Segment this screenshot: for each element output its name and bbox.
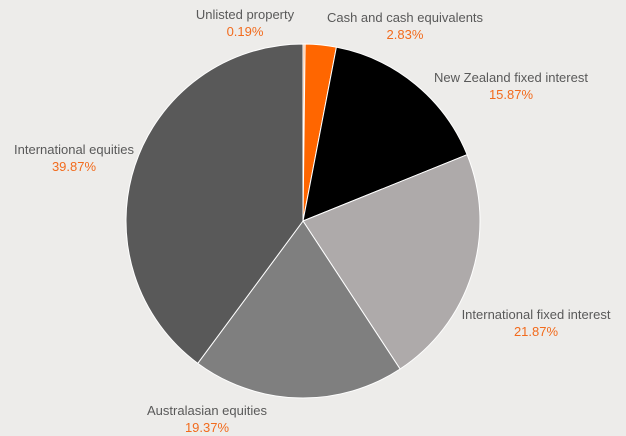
slice-label: Australasian equities 19.37% xyxy=(147,402,267,436)
slice-label-name: International equities xyxy=(14,142,134,157)
slice-label: New Zealand fixed interest 15.87% xyxy=(434,69,588,103)
pie-slice-international-fixed-interest xyxy=(302,154,481,370)
slice-label-name: International fixed interest xyxy=(461,307,611,322)
pie-slice-australasian-equities xyxy=(197,220,401,399)
slice-label-name: Australasian equities xyxy=(147,403,267,418)
slice-label: International equities 39.87% xyxy=(14,141,134,175)
slice-label-percent: 21.87% xyxy=(513,324,559,339)
slice-label-name: Cash and cash equivalents xyxy=(326,10,484,25)
slice-label-name: Unlisted property xyxy=(195,7,295,22)
slice-label-percent: 0.19% xyxy=(226,24,264,39)
slice-label-percent: 2.83% xyxy=(386,27,424,42)
pie-slice-new-zealand-fixed-interest xyxy=(302,46,468,222)
slice-label: International fixed interest 21.87% xyxy=(462,306,611,340)
slice-label: Cash and cash equivalents 2.83% xyxy=(327,9,483,43)
slice-label-percent: 15.87% xyxy=(488,87,534,102)
slice-label-percent: 19.37% xyxy=(184,420,230,435)
slice-label-name: New Zealand fixed interest xyxy=(434,70,588,85)
slice-label-percent: 39.87% xyxy=(51,159,97,174)
pie-slice-international-equities xyxy=(125,43,304,365)
slice-label: Unlisted property 0.19% xyxy=(196,6,294,40)
